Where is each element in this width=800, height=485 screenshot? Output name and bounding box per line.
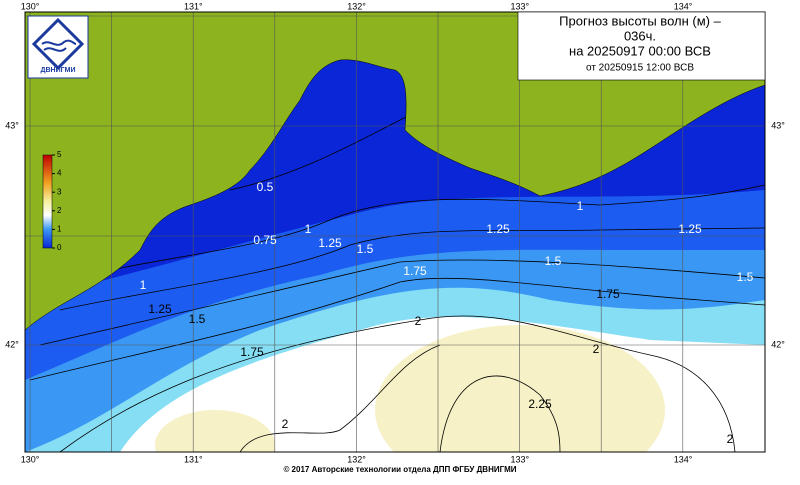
contour-label: 1 xyxy=(305,222,312,236)
colorbar-tick-label: 0 xyxy=(57,243,62,252)
lon-label: 134° xyxy=(674,454,693,464)
contour-label: 2 xyxy=(727,432,734,446)
contour-label: 1 xyxy=(140,278,147,292)
band xyxy=(155,410,275,452)
lat-label: 43° xyxy=(771,120,785,130)
contour-label: 1.25 xyxy=(148,302,172,316)
lat-label: 42° xyxy=(771,339,785,349)
contour-label: 1.25 xyxy=(678,222,702,236)
title: на 20250917 00:00 ВСВ xyxy=(569,43,711,58)
contour-label: 1.75 xyxy=(240,345,264,359)
contour-label: 1.5 xyxy=(357,242,374,256)
colorbar-tick-label: 1 xyxy=(57,225,62,234)
subtitle: от 20250915 12:00 ВСВ xyxy=(586,63,694,74)
footer: © 2017 Авторские технологии отдела ДПП Ф… xyxy=(283,465,516,474)
frame xyxy=(24,11,766,453)
contour-label: 2 xyxy=(282,417,289,431)
lon-label: 131° xyxy=(184,454,203,464)
lon-label: 132° xyxy=(347,454,366,464)
contour-label: 0.5 xyxy=(257,180,274,194)
lon-label: 134° xyxy=(674,1,693,11)
lon-label: 130° xyxy=(21,1,40,11)
title: 036ч. xyxy=(624,28,656,43)
contour-label: 1.5 xyxy=(189,312,206,326)
colorbar-tick-label: 5 xyxy=(57,150,62,159)
contour-label: 2 xyxy=(593,342,600,356)
logo-text: ДВНИГМИ xyxy=(41,67,76,74)
band xyxy=(375,325,665,452)
lon-label: 131° xyxy=(184,1,203,11)
contour-label: 2 xyxy=(415,314,422,328)
contour-label: 0.75 xyxy=(253,233,277,247)
colorbar-ticks: 0 1 2 3 4 5 xyxy=(52,150,62,252)
contour-label: 1.25 xyxy=(486,222,510,236)
title: Прогноз высоты волн (м) – xyxy=(559,13,721,28)
contour-label: 1 xyxy=(577,199,584,213)
lat-label: 43° xyxy=(5,120,19,130)
land xyxy=(25,12,765,331)
contour-label: 1.25 xyxy=(318,236,342,250)
lon-label: 133° xyxy=(510,454,529,464)
info-box xyxy=(517,11,766,81)
bay xyxy=(310,72,395,125)
lat-label: 42° xyxy=(5,339,19,349)
graticule xyxy=(25,12,765,452)
logo-wave xyxy=(41,39,77,52)
lon-label: 133° xyxy=(510,1,529,11)
contours xyxy=(29,114,765,452)
colorbar xyxy=(42,154,53,249)
contour-label: 1.5 xyxy=(545,254,562,268)
lon-label: 132° xyxy=(347,1,366,11)
colorbar-tick-label: 3 xyxy=(57,187,62,196)
contour-label: 1.75 xyxy=(403,264,427,278)
contour-label: 1.5 xyxy=(737,270,754,284)
colorbar-tick-label: 4 xyxy=(57,169,62,178)
logo-mark xyxy=(31,17,85,71)
colorbar-tick-label: 2 xyxy=(57,206,62,215)
map-body xyxy=(25,12,765,452)
lon-label: 130° xyxy=(21,454,40,464)
contour-label: 2.25 xyxy=(528,397,552,411)
contour-label: 1.75 xyxy=(596,287,620,301)
